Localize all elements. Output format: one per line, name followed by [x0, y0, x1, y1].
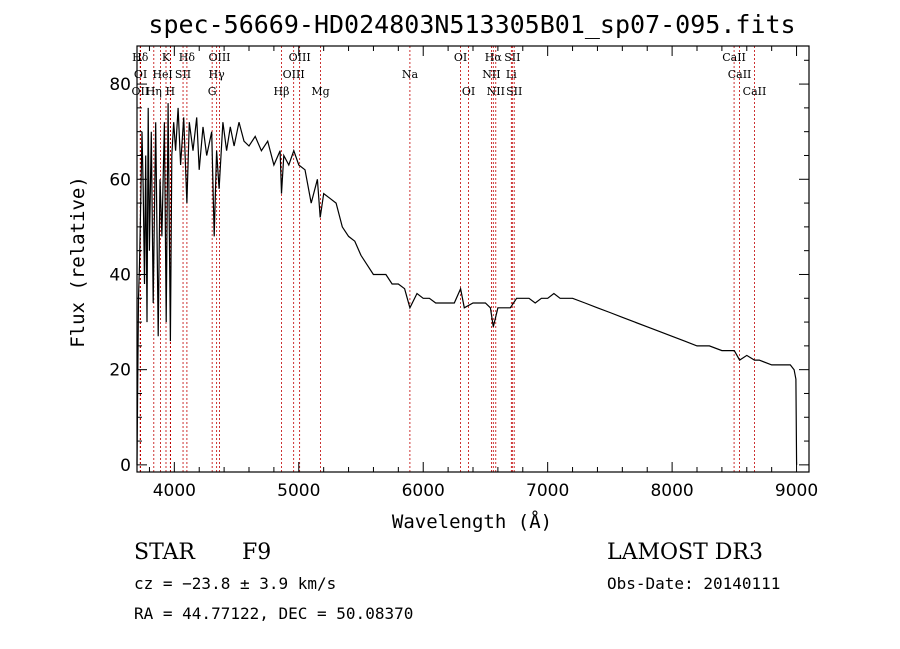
obs-date: Obs-Date: 20140111 [607, 574, 781, 593]
y-tick-label: 40 [109, 265, 131, 285]
coordinates: RA = 44.77122, DEC = 50.08370 [134, 604, 414, 623]
line-label: K [162, 51, 171, 64]
x-axis-ticks: 4000 5000 6000 7000 8000 9000 [148, 46, 818, 501]
line-label: OI [134, 68, 147, 81]
line-label: CaII [722, 51, 746, 64]
line-markers [139, 46, 755, 472]
plot-frame [136, 45, 810, 473]
line-label: SII [506, 85, 522, 98]
y-tick-label: 0 [120, 456, 131, 476]
x-tick-label: 7000 [526, 481, 569, 501]
redshift-text: cz = −23.8 ± 3.9 km/s [134, 574, 337, 593]
line-label: Na [402, 68, 419, 81]
x-tick-label: 6000 [402, 481, 445, 501]
line-label: He [152, 68, 168, 81]
line-label: SII [504, 51, 520, 64]
line-label: Hδ [179, 51, 196, 64]
line-label: Hγ [209, 68, 226, 81]
x-axis-label: Wavelength (Å) [392, 510, 552, 533]
spectrum-line [136, 103, 798, 465]
line-label: OII [132, 85, 150, 98]
plot-border [136, 45, 810, 473]
line-label: Li [506, 68, 517, 81]
object-subclass: F9 [242, 540, 272, 565]
x-tick-label: 9000 [775, 481, 818, 501]
line-label: OIII [283, 68, 305, 81]
line-label: I [168, 68, 172, 81]
line-label: CaII [743, 85, 767, 98]
line-label: Hα [485, 51, 503, 64]
line-label: OIII [208, 51, 230, 64]
x-tick-label: 8000 [650, 481, 693, 501]
line-label: Hη [146, 85, 162, 98]
object-class: STAR [134, 540, 195, 565]
y-tick-label: 80 [109, 75, 131, 95]
chart-title: spec-56669-HD024803N513305B01_sp07-095.f… [148, 10, 795, 39]
y-axis-label: Flux (relative) [67, 176, 89, 348]
line-label: CaII [728, 68, 752, 81]
line-label: OI [462, 85, 475, 98]
y-axis-ticks: 0 20 40 60 80 [109, 59, 809, 476]
y-tick-label: 20 [109, 361, 131, 381]
survey-name: LAMOST DR3 [607, 540, 763, 565]
y-tick-label: 60 [109, 170, 131, 190]
line-label: OI [454, 51, 467, 64]
line-label: Hδ [132, 51, 149, 64]
line-label: G [208, 85, 217, 98]
line-label: OIII [289, 51, 311, 64]
line-label: H [166, 85, 176, 98]
line-label: Hβ [274, 85, 290, 98]
line-label: NII [482, 68, 500, 81]
line-label: NII [487, 85, 505, 98]
x-tick-label: 5000 [277, 481, 320, 501]
line-label: SII [175, 68, 191, 81]
x-tick-label: 4000 [153, 481, 196, 501]
line-label: Mg [311, 85, 329, 98]
